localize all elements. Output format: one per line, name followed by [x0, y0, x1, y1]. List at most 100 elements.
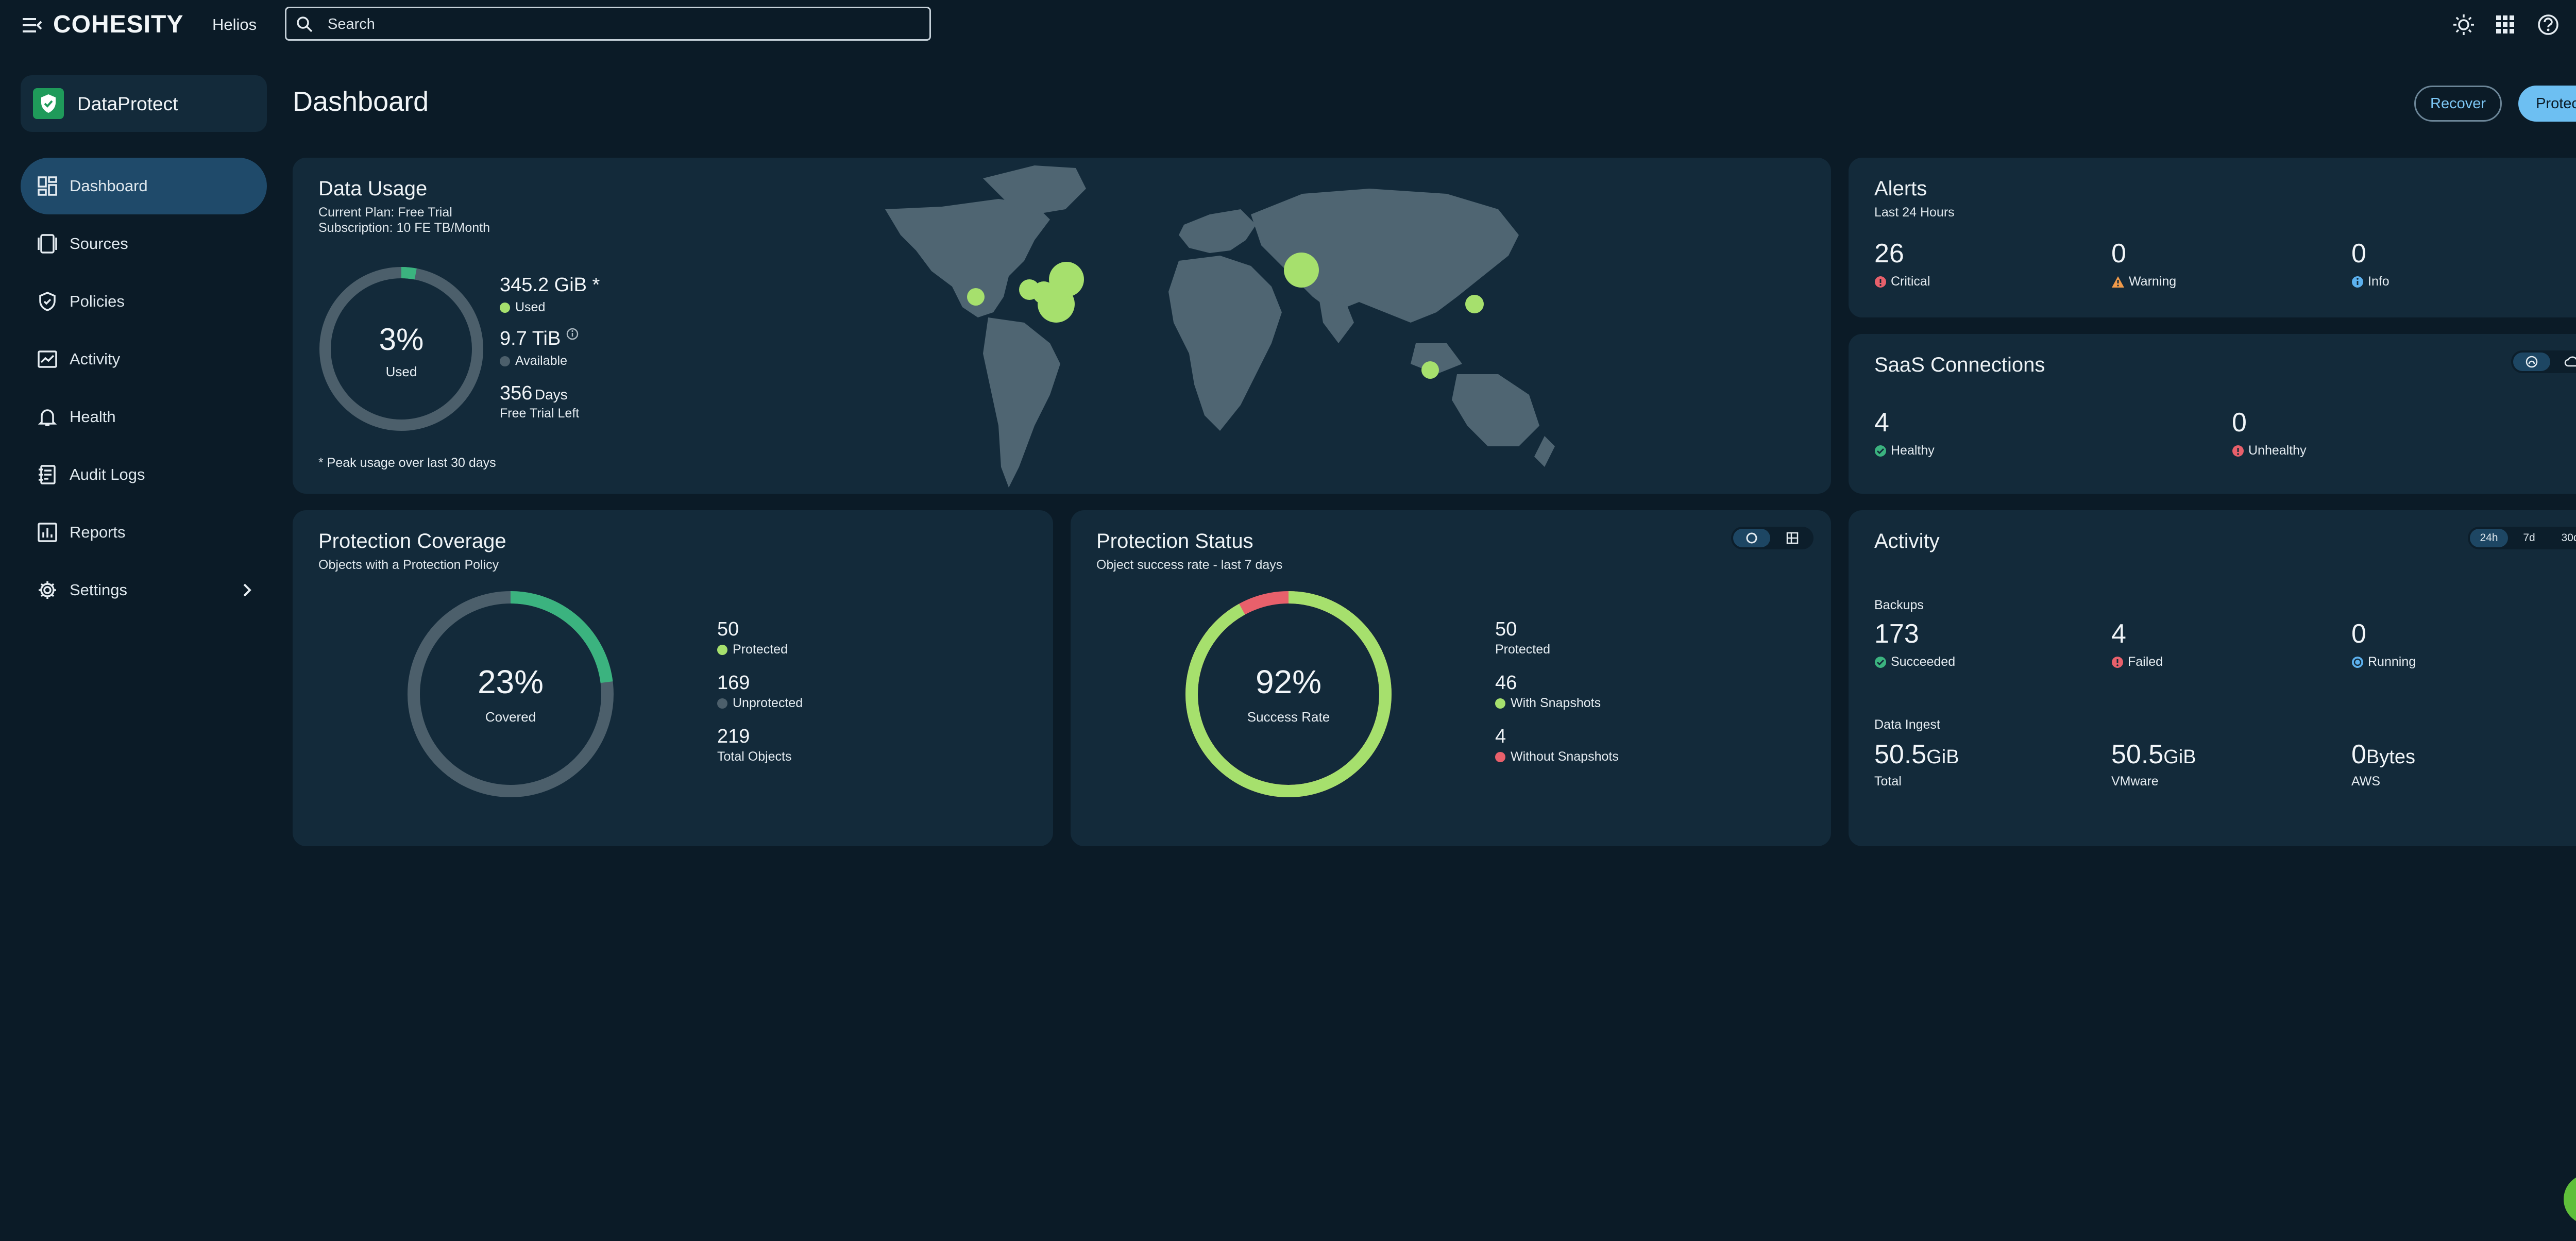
- warning-count[interactable]: 0: [2111, 239, 2126, 269]
- app-name: DataProtect: [77, 93, 178, 114]
- current-plan: Current Plan: Free Trial: [318, 205, 452, 220]
- warning-legend: Warning: [2111, 274, 2176, 289]
- days-unit: Days: [534, 387, 568, 403]
- available-amount: 9.7 TiB: [500, 328, 561, 349]
- table-view-button[interactable]: [1773, 529, 1811, 547]
- total-objects-label: Total Objects: [717, 749, 792, 764]
- protected-count: 50: [1495, 618, 1517, 640]
- covered-arc: [408, 591, 614, 797]
- search-input[interactable]: Search: [328, 16, 375, 32]
- info-icon[interactable]: [566, 328, 579, 340]
- sidebar-item-label: Reports: [70, 523, 126, 541]
- menu-icon[interactable]: [22, 18, 42, 33]
- protect-button[interactable]: Protect: [2518, 86, 2576, 122]
- activity-range-toggle: 24h 7d 30d: [2468, 527, 2576, 549]
- failed-label: Failed: [2128, 655, 2163, 669]
- search-box[interactable]: Search: [285, 7, 931, 41]
- theme-toggle-icon[interactable]: [2452, 13, 2475, 36]
- map-marker[interactable]: [1049, 262, 1084, 297]
- ingest-aws: 0Bytes: [2351, 739, 2415, 770]
- activity-icon: [38, 350, 57, 368]
- available-value: 9.7 TiB: [500, 328, 579, 350]
- green-dot: [1495, 698, 1505, 709]
- protection-coverage-card: Protection Coverage Objects with a Prote…: [293, 510, 1053, 846]
- gray-dot: [717, 698, 727, 709]
- info-count[interactable]: 0: [2351, 239, 2366, 269]
- map-marker[interactable]: [967, 288, 985, 306]
- card-subtitle: Objects with a Protection Policy: [318, 558, 499, 572]
- protected-label: Protected: [1495, 642, 1551, 657]
- gray-dot: [500, 356, 510, 367]
- unprotected-count: 169: [717, 672, 750, 694]
- critical-label: Critical: [1891, 274, 1930, 289]
- card-subtitle: Object success rate - last 7 days: [1096, 558, 1283, 572]
- sidebar-item-label: Activity: [70, 350, 121, 368]
- saas-view-toggle: [2511, 350, 2576, 373]
- coverage-percent-label: Covered: [485, 709, 536, 725]
- running-count[interactable]: 0: [2351, 619, 2366, 649]
- apps-grid-icon[interactable]: [2495, 14, 2516, 35]
- range-30d-button[interactable]: 30d: [2561, 532, 2576, 544]
- sidebar-item-audit-logs[interactable]: Audit Logs: [21, 446, 267, 503]
- ingest-aws-label: AWS: [2351, 774, 2381, 789]
- running-icon: [2352, 657, 2363, 668]
- donut-view-button[interactable]: [1733, 529, 1770, 547]
- ingest-vmware-unit: GiB: [2163, 746, 2196, 768]
- brand-logo: COHESITY: [53, 11, 184, 38]
- sidebar-item-reports[interactable]: Reports: [21, 504, 267, 561]
- donut-chart-icon: [1746, 532, 1757, 544]
- ingest-total: 50.5GiB: [1874, 739, 1959, 770]
- coverage-donut: [408, 591, 614, 797]
- recover-button[interactable]: Recover: [2414, 86, 2502, 122]
- dataprotect-logo-icon: [33, 88, 64, 119]
- succeeded-count[interactable]: 173: [1874, 619, 1919, 649]
- map-marker[interactable]: [1465, 295, 1484, 313]
- with-snapshots-label: With Snapshots: [1511, 696, 1601, 710]
- green-dot: [717, 645, 727, 656]
- sidebar-item-sources[interactable]: Sources: [21, 215, 267, 272]
- saas-cloud-view-button[interactable]: [2553, 353, 2576, 371]
- running-legend: Running: [2351, 655, 2416, 669]
- card-title: Alerts: [1874, 177, 1927, 200]
- unhealthy-count[interactable]: 0: [2232, 408, 2247, 438]
- protected-legend: Protected: [717, 642, 788, 657]
- sidebar-item-policies[interactable]: Policies: [21, 273, 267, 330]
- succeeded-label: Succeeded: [1891, 655, 1956, 669]
- app-switcher[interactable]: DataProtect: [21, 75, 267, 132]
- sources-icon: [38, 234, 57, 254]
- used-legend: Used: [500, 300, 545, 315]
- critical-legend: Critical: [1874, 274, 1930, 289]
- map-marker[interactable]: [1421, 361, 1439, 379]
- world-map: [885, 165, 1555, 488]
- sidebar-item-health[interactable]: Health: [21, 389, 267, 445]
- critical-count[interactable]: 26: [1874, 239, 1904, 269]
- protection-status-card: Protection Status Object success rate - …: [1071, 510, 1831, 846]
- page-title: Dashboard: [293, 86, 429, 117]
- without-snapshots-legend: Without Snapshots: [1495, 749, 1619, 764]
- days-value: 356: [500, 382, 533, 404]
- sidebar-item-dashboard[interactable]: Dashboard: [21, 158, 267, 214]
- healthy-label: Healthy: [1891, 443, 1935, 458]
- map-marker[interactable]: [1284, 253, 1319, 288]
- saas-health-view-button[interactable]: [2513, 353, 2550, 371]
- help-icon[interactable]: [2537, 13, 2560, 36]
- info-legend: Info: [2351, 274, 2389, 289]
- usage-arc: [319, 267, 483, 431]
- status-view-toggle: [1731, 527, 1814, 549]
- range-24h-button[interactable]: 24h: [2470, 529, 2508, 547]
- available-label: Available: [515, 354, 568, 368]
- healthy-count[interactable]: 4: [1874, 408, 1889, 438]
- chat-launcher-button[interactable]: [2564, 1174, 2576, 1225]
- failed-count[interactable]: 4: [2111, 619, 2126, 649]
- range-7d-button[interactable]: 7d: [2523, 532, 2535, 544]
- activity-card: Activity 24h 7d 30d Backups 173 Succeede…: [1849, 510, 2576, 846]
- sidebar-item-label: Policies: [70, 292, 125, 310]
- bell-icon: [38, 409, 57, 426]
- success-arc: [1185, 591, 1392, 797]
- saas-connections-card: SaaS Connections 4 Healthy 0 Unhealthy: [1849, 334, 2576, 494]
- sidebar-item-settings[interactable]: Settings: [21, 562, 267, 618]
- sidebar-item-activity[interactable]: Activity: [21, 331, 267, 388]
- sidebar-item-label: Dashboard: [70, 177, 148, 195]
- gear-icon: [39, 581, 56, 599]
- unhealthy-legend: Unhealthy: [2232, 443, 2307, 458]
